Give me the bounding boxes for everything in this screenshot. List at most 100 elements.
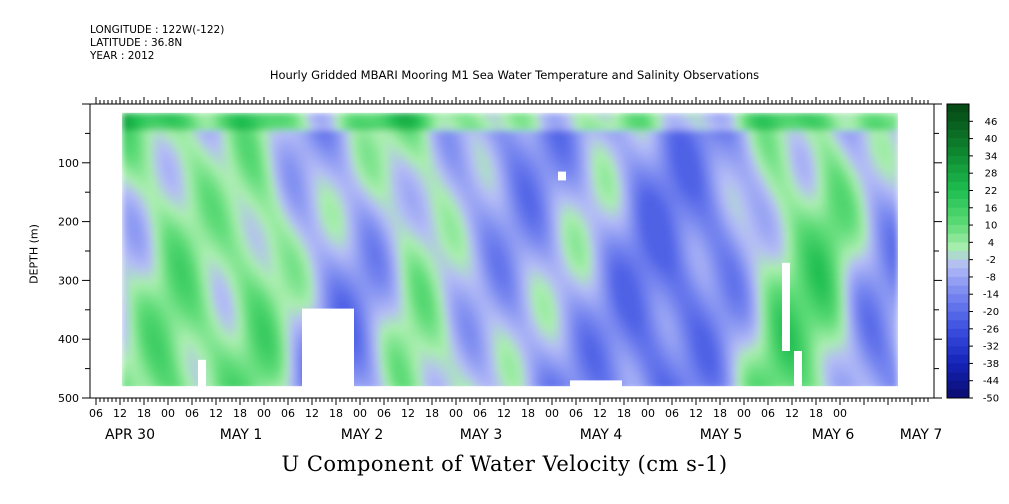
x-tick-label: 12 [497,407,511,420]
colorbar-band [947,389,969,399]
missing-data-region [794,351,802,398]
y-tick-label: 100 [58,157,79,170]
x-tick-label: 12 [209,407,223,420]
colorbar-band [947,199,969,209]
missing-data-region [558,171,566,181]
colorbar-band [947,138,969,148]
colorbar-band [947,285,969,295]
colorbar-band [947,129,969,139]
x-day-label: APR 30 [105,427,155,443]
colorbar-label: -38 [983,359,999,370]
colorbar-label: 40 [985,134,998,145]
x-tick-label: 18 [233,407,247,420]
colorbar-band [947,354,969,364]
colorbar-band [947,294,969,304]
missing-data-region [302,308,354,398]
colorbar-frame [946,103,970,399]
colorbar-band [947,268,969,278]
colorbar-band [947,302,969,312]
colorbar-label: -20 [983,307,999,318]
chart-title: Hourly Gridded MBARI Mooring M1 Sea Wate… [269,68,760,82]
variable-title: U Component of Water Velocity (cm s-1) [281,452,728,476]
colorbar-band [947,190,969,200]
colorbar-band [947,372,969,382]
colorbar-label: 28 [985,169,998,180]
axis-ticks: 06 12 18 00 06 12 18 00 06 12 18 00 06 12 18 00 06 12 18 00… [58,97,942,443]
colorbar-band [947,216,969,226]
missing-data-region [570,380,622,398]
x-tick-label: 12 [689,407,703,420]
colorbar-label: -44 [983,376,999,387]
x-tick-label: 00 [641,407,655,420]
colorbar-band [947,233,969,243]
x-tick-label: 06 [473,407,487,420]
x-tick-label: 06 [665,407,679,420]
colorbar-band [947,337,969,347]
x-tick-label: 18 [809,407,823,420]
colorbar-label: -8 [986,272,996,283]
colorbar-band [947,380,969,390]
x-tick-label: 18 [137,407,151,420]
missing-data-region [98,104,898,113]
x-day-label: MAY 3 [460,427,502,443]
x-tick-label: 12 [785,407,799,420]
y-tick-label: 400 [58,333,79,346]
colorbar-band [947,112,969,122]
colorbar: 46 40 34 28 22 16 10 4 -2 -8 -14 -20 -26 -32 -38 -44 -50 [946,103,999,405]
x-tick-label: 18 [521,407,535,420]
x-tick-label: 06 [185,407,199,420]
x-tick-label: 18 [713,407,727,420]
missing-data-region [198,359,206,398]
colorbar-label: 16 [985,203,998,214]
x-tick-label: 00 [161,407,175,420]
x-tick-label: 18 [425,407,439,420]
heatmap-field [98,104,934,398]
x-day-label: MAY 6 [812,427,855,443]
x-tick-label: 00 [257,407,271,420]
colorbar-band [947,225,969,235]
x-day-label: MAY 4 [580,427,623,443]
colorbar-label: -32 [983,342,999,353]
colorbar-band [947,147,969,157]
colorbar-band [947,155,969,165]
colorbar-band [947,104,969,113]
colorbar-band [947,320,969,330]
colorbar-band [947,346,969,356]
colorbar-band [947,328,969,338]
year-label: YEAR : 2012 [90,50,155,62]
x-tick-label: 06 [761,407,775,420]
colorbar-band [947,311,969,321]
colorbar-label: 34 [985,151,998,162]
x-tick-label: 18 [329,407,343,420]
missing-data-region [98,104,122,398]
colorbar-label: 10 [985,221,998,232]
x-day-label: MAY 7 [900,427,942,443]
colorbar-band [947,251,969,260]
colorbar-band [947,276,969,286]
x-tick-label: 00 [449,407,463,420]
x-tick-label: 00 [545,407,559,420]
colorbar-label: -50 [983,394,999,405]
colorbar-band [947,363,969,373]
colorbar-label: -2 [986,255,996,266]
x-day-label: MAY 5 [700,427,742,443]
y-tick-label: 300 [58,274,79,287]
missing-data-region [782,262,790,351]
x-tick-label: 06 [569,407,583,420]
missing-data-region [898,104,934,398]
latitude-label: LATITUDE : 36.8N [90,37,183,49]
x-tick-label: 12 [401,407,415,420]
y-tick-label: 500 [58,392,79,405]
colorbar-label: 22 [985,186,998,197]
longitude-label: LONGITUDE : 122W(-122) [90,24,225,36]
colorbar-label: 4 [988,238,994,249]
colorbar-label: -14 [983,290,999,301]
colorbar-band [947,164,969,174]
x-tick-label: 00 [833,407,847,420]
x-tick-label: 12 [593,407,607,420]
colorbar-band [947,259,969,269]
x-tick-label: 12 [305,407,319,420]
colorbar-band [947,207,969,217]
x-tick-label: 00 [737,407,751,420]
